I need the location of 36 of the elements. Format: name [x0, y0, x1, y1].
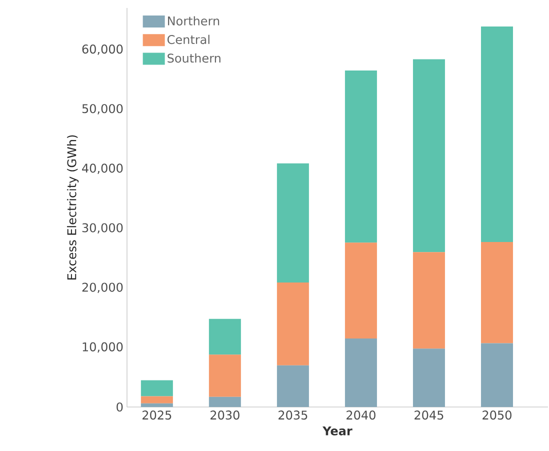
bar	[276, 282, 309, 366]
x-tick-label: 2025	[142, 410, 172, 420]
bar	[412, 252, 445, 349]
y-tick-label: 0	[116, 402, 123, 412]
y-axis-title: Excess Electricity (GWh)	[67, 135, 79, 280]
bar	[480, 26, 513, 242]
bar	[344, 338, 377, 407]
x-tick-label: 2040	[346, 410, 376, 420]
x-tick-label: 2035	[278, 410, 308, 420]
y-tick-label: 60,000	[82, 44, 123, 55]
bar	[208, 318, 241, 355]
bar	[208, 396, 241, 407]
x-tick-label: 2030	[210, 410, 240, 420]
legend-label: Northern	[168, 16, 220, 26]
bar	[276, 163, 309, 283]
bar	[140, 403, 173, 407]
x-tick-label: 2045	[414, 410, 444, 420]
x-axis-title: Year	[322, 426, 352, 436]
bar	[412, 348, 445, 407]
y-tick-label: 10,000	[82, 342, 123, 353]
bar	[412, 59, 445, 252]
bar	[344, 70, 377, 243]
y-tick-label: 50,000	[82, 104, 123, 114]
legend-label: Southern	[168, 53, 220, 63]
bar	[344, 242, 377, 339]
legend-label: Central	[168, 34, 210, 44]
bar	[480, 343, 513, 407]
bar	[208, 354, 241, 397]
bar	[140, 380, 173, 396]
bar	[480, 242, 513, 344]
y-tick-label: 30,000	[82, 223, 123, 234]
y-tick-label: 20,000	[82, 282, 123, 294]
y-tick-label: 40,000	[82, 164, 123, 174]
bar	[276, 365, 309, 407]
bar	[140, 396, 173, 404]
x-tick-label: 2050	[482, 410, 512, 420]
